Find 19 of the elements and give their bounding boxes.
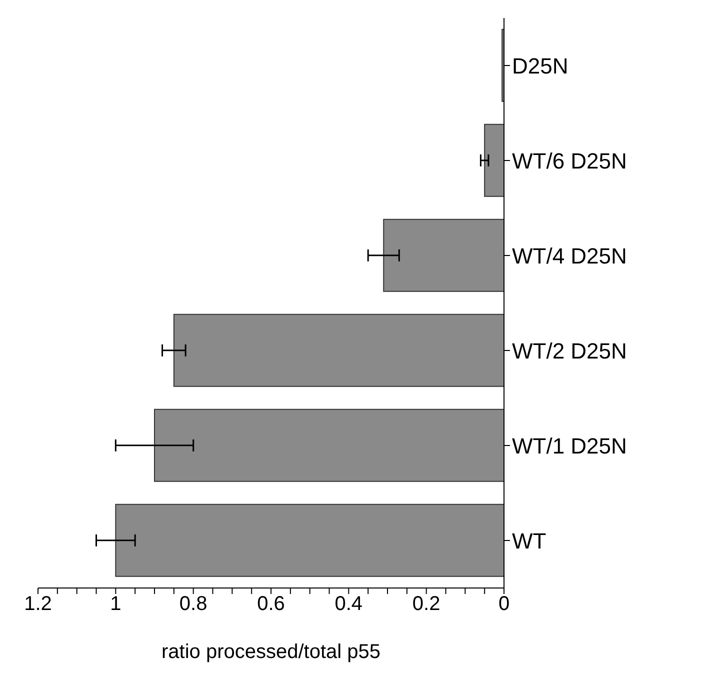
y-tick-label: WT/2 D25N bbox=[512, 338, 627, 364]
x-tick-label: 0.2 bbox=[412, 593, 440, 616]
x-axis-title: ratio processed/total p55 bbox=[161, 641, 381, 663]
x-tick-label: 1 bbox=[110, 593, 122, 616]
x-tick-label: 0 bbox=[498, 593, 510, 616]
x-tick-label: 0.4 bbox=[334, 593, 363, 616]
bar bbox=[154, 408, 504, 482]
y-tick-label: D25N bbox=[512, 53, 568, 78]
x-tick-label: 0.6 bbox=[257, 593, 285, 616]
bar bbox=[484, 124, 504, 197]
bar bbox=[173, 314, 504, 387]
y-tick-label: WT bbox=[512, 528, 546, 554]
x-tick-label: 1.2 bbox=[24, 593, 52, 616]
bar bbox=[115, 504, 504, 577]
y-tick-label: WT/1 D25N bbox=[512, 433, 627, 458]
x-tick-label: 0.8 bbox=[179, 593, 208, 616]
y-tick-label: WT/6 D25N bbox=[512, 148, 627, 174]
bar bbox=[383, 218, 504, 292]
y-tick-label: WT/4 D25N bbox=[512, 243, 627, 268]
